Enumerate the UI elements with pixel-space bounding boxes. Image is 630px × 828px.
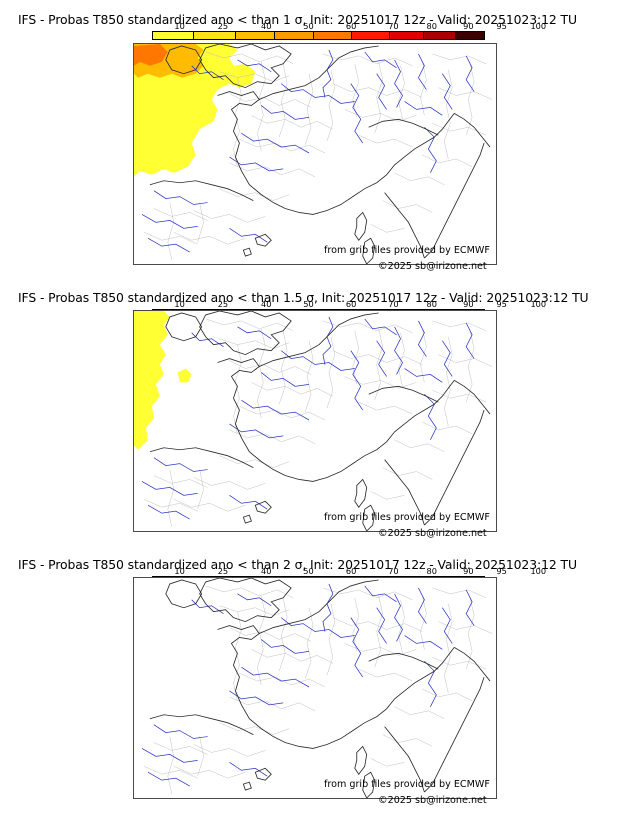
colorbar-tick: 25 <box>217 566 229 576</box>
colorbar-tick: 100 <box>530 566 547 576</box>
colorbar-tick: 40 <box>261 21 272 31</box>
colorbar-ticks: 10 25 40 50 60 70 80 90 95 100 <box>152 21 546 31</box>
colorbar-segment <box>389 32 425 39</box>
colorbar-segment <box>153 32 195 39</box>
colorbar-tick: 80 <box>426 21 437 31</box>
map-background <box>134 578 496 798</box>
coastlines <box>149 44 491 264</box>
colorbar-tick: 100 <box>530 21 547 31</box>
colorbar-segment <box>235 32 276 39</box>
colorbar-tick: 90 <box>463 566 474 576</box>
attribution-source: from grib files provided by ECMWF <box>324 779 490 790</box>
map-graphic <box>134 44 496 264</box>
colorbar-tick: 70 <box>388 299 399 309</box>
prob-shade-60-70 <box>134 44 168 66</box>
colorbar-tick: 25 <box>217 299 229 309</box>
map-graphic <box>134 578 496 798</box>
map-canvas <box>133 310 497 532</box>
panel-title: IFS - Probas T850 standardized ano < tha… <box>18 290 589 305</box>
coastlines <box>149 311 491 531</box>
colorbar-ticks: 10 25 40 50 60 70 80 90 95 100 <box>152 299 546 309</box>
admin-borders <box>143 318 493 528</box>
prob-shade-10-25 <box>134 311 170 450</box>
attribution-source: from grib files provided by ECMWF <box>324 512 490 523</box>
colorbar-segment <box>313 32 352 39</box>
colorbar-tick: 10 <box>174 21 185 31</box>
colorbar-tick: 100 <box>530 299 547 309</box>
colorbar-tick: 60 <box>345 299 357 309</box>
colorbar-tick: 10 <box>174 566 185 576</box>
colorbar-tick: 80 <box>426 299 437 309</box>
map-graphic <box>134 311 496 531</box>
colorbar-segment <box>424 32 456 39</box>
prob-shade-island <box>177 368 192 383</box>
forecast-panel-1-sigma: IFS - Probas T850 standardized ano < tha… <box>0 0 630 278</box>
panel-title: IFS - Probas T850 standardized ano < tha… <box>18 12 577 27</box>
colorbar-tick: 95 <box>496 566 507 576</box>
colorbar-tick: 70 <box>388 21 399 31</box>
attribution-copyright: ©2025 sb@irizone.net <box>378 795 487 806</box>
forecast-panel-1p5-sigma: IFS - Probas T850 standardized ano < tha… <box>0 278 630 545</box>
colorbar-tick: 95 <box>496 21 507 31</box>
panel-title: IFS - Probas T850 standardized ano < tha… <box>18 557 577 572</box>
colorbar-tick: 90 <box>463 21 474 31</box>
rivers <box>141 49 475 253</box>
forecast-panel-2-sigma: IFS - Probas T850 standardized ano < tha… <box>0 545 630 828</box>
colorbar-tick: 50 <box>303 299 314 309</box>
prob-shade-10-25 <box>134 44 256 177</box>
colorbar-ticks: 10 25 40 50 60 70 80 90 95 100 <box>152 566 546 576</box>
map-background <box>134 311 496 531</box>
colorbar-tick: 95 <box>496 299 507 309</box>
attribution-copyright: ©2025 sb@irizone.net <box>378 261 487 272</box>
colorbar-gradient <box>152 31 485 40</box>
colorbar-tick: 40 <box>261 299 272 309</box>
colorbar-tick: 40 <box>261 566 272 576</box>
colorbar: 10 25 40 50 60 70 80 90 95 100 <box>152 21 546 40</box>
map-canvas <box>133 577 497 799</box>
colorbar-tick: 70 <box>388 566 399 576</box>
attribution-source: from grib files provided by ECMWF <box>324 245 490 256</box>
colorbar-segment <box>194 32 236 39</box>
colorbar-tick: 90 <box>463 299 474 309</box>
colorbar-segment <box>455 32 484 39</box>
colorbar-tick: 60 <box>345 21 357 31</box>
colorbar-tick: 10 <box>174 299 185 309</box>
colorbar-tick: 80 <box>426 566 437 576</box>
colorbar-tick: 50 <box>303 566 314 576</box>
colorbar-tick: 50 <box>303 21 314 31</box>
coastlines <box>149 578 491 798</box>
map-canvas <box>133 43 497 265</box>
attribution-copyright: ©2025 sb@irizone.net <box>378 528 487 539</box>
colorbar-tick: 25 <box>217 21 229 31</box>
rivers <box>141 316 475 520</box>
colorbar-segment <box>351 32 390 39</box>
colorbar-segment <box>275 32 314 39</box>
colorbar-tick: 60 <box>345 566 357 576</box>
